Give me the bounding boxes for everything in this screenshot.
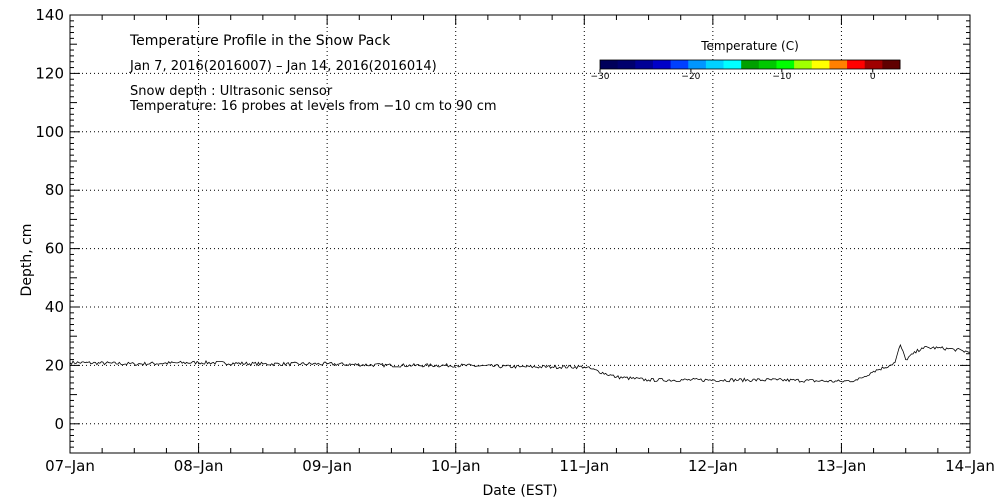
y-tick-label: 100	[35, 123, 64, 141]
note-temperature: Temperature: 16 probes at levels from −1…	[129, 99, 497, 114]
chart-title: Temperature Profile in the Snow Pack	[129, 33, 391, 49]
grid-lines	[70, 15, 970, 453]
colorbar-cells	[599, 59, 901, 70]
x-tick-label: 11–Jan	[559, 457, 609, 475]
y-axis-title: Depth, cm	[19, 224, 35, 297]
y-tick-label: 140	[35, 6, 64, 24]
chart-subtitle: Jan 7, 2016(2016007) – Jan 14, 2016(2016…	[129, 59, 437, 74]
plot-frame	[69, 14, 971, 454]
y-tick-label: 80	[45, 181, 64, 199]
note-snow-depth: Snow depth : Ultrasonic sensor	[130, 84, 333, 99]
y-tick-label: 60	[45, 240, 64, 258]
colorbar-tick-label: −20	[681, 72, 700, 82]
x-axis-title: Date (EST)	[482, 483, 557, 499]
colorbar-cell	[617, 60, 636, 69]
snow-depth-line	[69, 343, 971, 383]
colorbar-cell	[723, 60, 742, 69]
colorbar-title: Temperature (C)	[700, 39, 799, 53]
colorbar-cell	[670, 60, 689, 69]
colorbar-cell	[864, 60, 883, 69]
colorbar-cell	[758, 60, 777, 69]
colorbar-ticks: −30 −20 −10 0	[591, 69, 876, 82]
colorbar-tick-label: 0	[870, 72, 876, 82]
x-tick-label: 13–Jan	[817, 457, 867, 475]
colorbar-cell	[847, 60, 866, 69]
x-tick-label: 07–Jan	[45, 457, 95, 475]
y-tick-label: 40	[45, 298, 64, 316]
colorbar-cell	[794, 60, 813, 69]
colorbar-cell	[741, 60, 760, 69]
y-axis-ticks: 0 20 40 60 80 100 120 140	[35, 6, 970, 454]
x-axis-ticks: 07–Jan 08–Jan 09–Jan 10–Jan 11–Jan 12–Jan 13–J…	[45, 15, 995, 475]
x-tick-label: 09–Jan	[302, 457, 352, 475]
x-tick-label: 10–Jan	[431, 457, 481, 475]
x-tick-label: 08–Jan	[174, 457, 224, 475]
series-layer	[69, 343, 971, 383]
colorbar-cell	[776, 60, 795, 69]
colorbar-cell	[882, 60, 901, 69]
y-tick-label: 20	[45, 356, 64, 374]
colorbar-tick-label: −10	[772, 72, 791, 82]
colorbar-cell	[829, 60, 848, 69]
temperature-colorbar: Temperature (C) −30 −20 −10 0	[591, 39, 901, 82]
colorbar-cell	[705, 60, 725, 69]
colorbar-cell	[652, 60, 672, 69]
colorbar-cell	[811, 60, 830, 69]
x-tick-label: 14–Jan	[945, 457, 995, 475]
colorbar-outline	[599, 59, 901, 70]
colorbar-cell	[688, 60, 707, 69]
x-tick-label: 12–Jan	[688, 457, 738, 475]
colorbar-cell	[600, 60, 619, 69]
colorbar-tick-label: −30	[591, 72, 610, 82]
colorbar-cell	[635, 60, 654, 69]
y-tick-label: 120	[35, 64, 64, 82]
y-tick-label: 0	[54, 415, 64, 433]
